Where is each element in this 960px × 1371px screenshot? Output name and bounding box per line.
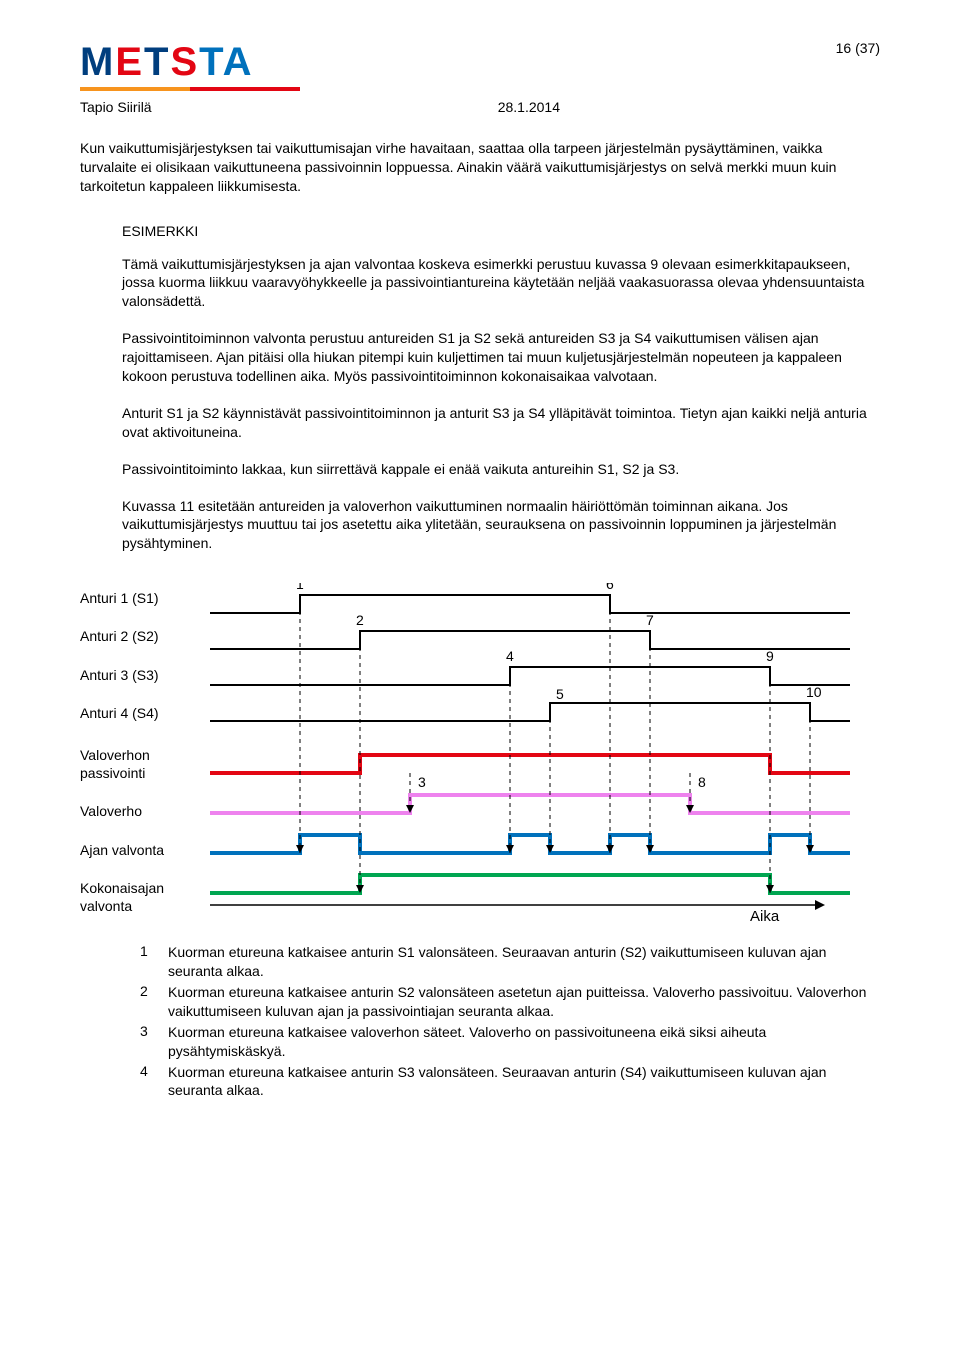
svg-text:10: 10 <box>806 684 822 700</box>
page-number: 16 (37) <box>836 40 880 56</box>
svg-text:Aika: Aika <box>750 908 780 923</box>
legend-list: 1Kuorman etureuna katkaisee anturin S1 v… <box>140 943 880 1100</box>
svg-text:1: 1 <box>296 583 304 592</box>
legend-item: 1Kuorman etureuna katkaisee anturin S1 v… <box>140 943 880 981</box>
svg-text:2: 2 <box>356 612 364 628</box>
example-para: Tämä vaikuttumisjärjestyksen ja ajan val… <box>122 255 880 312</box>
document-date: 28.1.2014 <box>498 99 560 115</box>
timing-chart-svg: Aika 1 2 3 4 5 6 7 8 9 10 <box>210 583 860 923</box>
svg-text:7: 7 <box>646 612 654 628</box>
svg-text:9: 9 <box>766 648 774 664</box>
diagram-row-label: Valoverhonpassivointi <box>80 746 210 782</box>
svg-text:8: 8 <box>698 774 706 790</box>
diagram-row-label: Anturi 2 (S2) <box>80 627 210 645</box>
diagram-row-label: Valoverho <box>80 802 210 820</box>
diagram-row-label: Anturi 1 (S1) <box>80 589 210 607</box>
svg-text:4: 4 <box>506 648 514 664</box>
author-row: Tapio Siirilä 28.1.2014 <box>80 99 880 115</box>
timing-diagram: Anturi 1 (S1)Anturi 2 (S2)Anturi 3 (S3)A… <box>80 583 880 923</box>
diagram-row-label: Anturi 4 (S4) <box>80 704 210 722</box>
example-para: Passivointitoiminto lakkaa, kun siirrett… <box>122 460 880 479</box>
diagram-row-label: Anturi 3 (S3) <box>80 666 210 684</box>
header: METSTA 16 (37) <box>80 40 880 91</box>
example-title: ESIMERKKI <box>122 222 880 241</box>
logo: METSTA <box>80 40 300 91</box>
example-block: ESIMERKKI Tämä vaikuttumisjärjestyksen j… <box>122 222 880 554</box>
legend-item: 2Kuorman etureuna katkaisee anturin S2 v… <box>140 983 880 1021</box>
legend-item: 4Kuorman etureuna katkaisee anturin S3 v… <box>140 1063 880 1101</box>
svg-text:3: 3 <box>418 774 426 790</box>
intro-paragraph: Kun vaikuttumisjärjestyksen tai vaikuttu… <box>80 139 880 196</box>
example-para: Kuvassa 11 esitetään antureiden ja valov… <box>122 497 880 554</box>
svg-text:6: 6 <box>606 583 614 592</box>
diagram-row-label: Kokonaisajanvalvonta <box>80 879 210 915</box>
legend-item: 3Kuorman etureuna katkaisee valoverhon s… <box>140 1023 880 1061</box>
svg-text:5: 5 <box>556 686 564 702</box>
author-name: Tapio Siirilä <box>80 99 152 115</box>
example-para: Anturit S1 ja S2 käynnistävät passivoint… <box>122 404 880 442</box>
example-para: Passivointitoiminnon valvonta perustuu a… <box>122 329 880 386</box>
diagram-row-label: Ajan valvonta <box>80 841 210 859</box>
